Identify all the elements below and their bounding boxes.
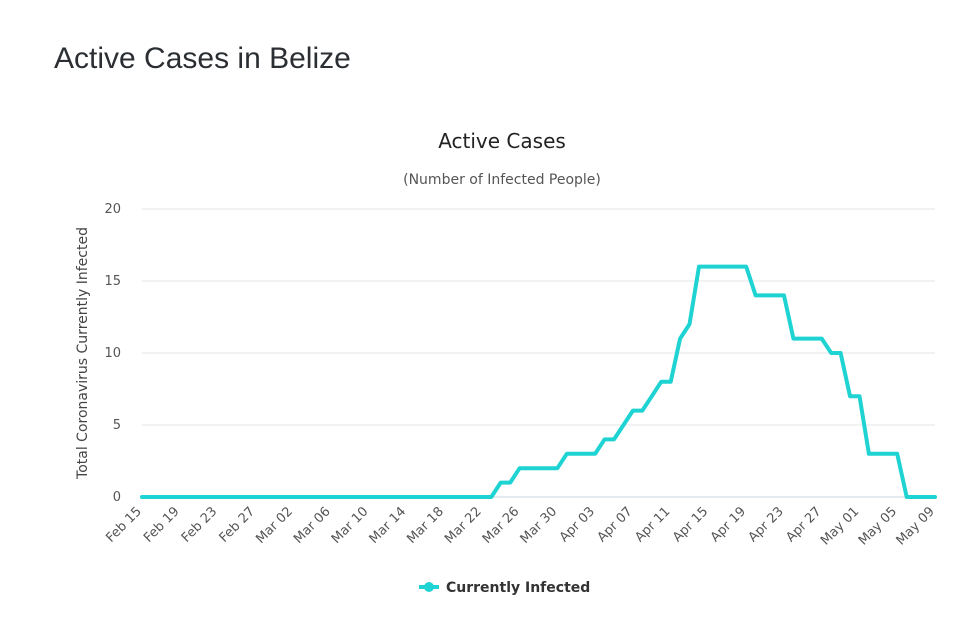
- data-point[interactable]: [574, 452, 578, 456]
- data-point[interactable]: [555, 466, 559, 470]
- x-tick-label: Apr 11: [632, 504, 673, 545]
- data-point[interactable]: [744, 265, 748, 269]
- data-point[interactable]: [536, 466, 541, 470]
- chart-title: Active Cases: [438, 129, 566, 153]
- data-point[interactable]: [905, 495, 909, 499]
- data-point[interactable]: [480, 495, 484, 499]
- chart-subtitle: (Number of Infected People): [403, 172, 601, 188]
- data-point[interactable]: [791, 337, 795, 341]
- data-point[interactable]: [923, 495, 928, 499]
- data-point[interactable]: [546, 466, 550, 470]
- legend-marker-icon: [424, 582, 434, 592]
- x-tick-label: Mar 26: [480, 504, 523, 547]
- y-tick-label: 15: [104, 274, 121, 289]
- series-layer: [140, 264, 937, 499]
- data-point[interactable]: [754, 293, 758, 297]
- data-point[interactable]: [489, 495, 493, 499]
- x-tick-label: Feb 23: [179, 504, 221, 546]
- data-point[interactable]: [914, 495, 918, 499]
- data-point[interactable]: [669, 380, 673, 384]
- data-point[interactable]: [678, 337, 682, 341]
- data-point[interactable]: [499, 481, 503, 485]
- data-point[interactable]: [716, 265, 720, 269]
- data-point[interactable]: [565, 452, 569, 456]
- data-point[interactable]: [782, 293, 786, 297]
- data-point[interactable]: [857, 394, 862, 398]
- x-tick-label: Apr 03: [557, 504, 598, 545]
- data-point[interactable]: [725, 265, 729, 269]
- x-tick-label: Mar 22: [442, 504, 485, 547]
- x-tick-label: May 01: [818, 504, 862, 548]
- data-point[interactable]: [140, 495, 144, 499]
- x-tick-label: Feb 27: [217, 504, 259, 546]
- data-point[interactable]: [933, 495, 937, 499]
- x-tick-label: Mar 06: [291, 504, 334, 547]
- data-point[interactable]: [640, 409, 644, 413]
- x-tick-label: Feb 19: [141, 504, 183, 546]
- data-point[interactable]: [650, 394, 654, 398]
- data-point[interactable]: [810, 337, 814, 341]
- y-axis-title: Total Coronavirus Currently Infected: [75, 227, 91, 480]
- data-point[interactable]: [612, 437, 616, 441]
- data-point[interactable]: [886, 452, 890, 456]
- data-point[interactable]: [584, 452, 588, 456]
- x-tick-label: Mar 10: [329, 504, 372, 547]
- data-point[interactable]: [593, 452, 597, 456]
- data-point[interactable]: [895, 452, 899, 456]
- x-tick-label: Apr 19: [708, 504, 749, 545]
- data-point[interactable]: [697, 265, 701, 269]
- legend-label: Currently Infected: [446, 580, 590, 596]
- series-line-currently-infected[interactable]: [140, 264, 937, 499]
- data-point[interactable]: [706, 265, 711, 269]
- y-tick-label: 20: [104, 202, 121, 217]
- x-tick-label: Mar 18: [404, 504, 447, 547]
- data-point[interactable]: [508, 481, 512, 485]
- y-tick-label: 5: [113, 418, 121, 433]
- data-point[interactable]: [876, 452, 880, 456]
- x-tick-label: Apr 23: [746, 504, 787, 545]
- gridlines: [142, 208, 935, 498]
- x-tick-label: May 05: [856, 504, 900, 548]
- data-point[interactable]: [621, 423, 626, 427]
- data-point[interactable]: [772, 293, 777, 297]
- x-tick-label: Mar 30: [518, 504, 561, 547]
- data-point[interactable]: [735, 265, 739, 269]
- data-point[interactable]: [527, 466, 531, 470]
- data-point[interactable]: [631, 409, 635, 413]
- data-point[interactable]: [820, 337, 824, 341]
- x-tick-label: May 09: [894, 504, 938, 548]
- data-point[interactable]: [763, 293, 767, 297]
- y-axis-ticks: 0 5 10 15 20: [104, 202, 121, 505]
- data-point[interactable]: [838, 351, 843, 355]
- data-point[interactable]: [518, 466, 522, 470]
- data-point[interactable]: [602, 437, 607, 441]
- y-tick-label: 10: [104, 346, 121, 361]
- data-point[interactable]: [867, 452, 871, 456]
- x-tick-label: Mar 14: [367, 504, 410, 547]
- data-point[interactable]: [801, 337, 805, 341]
- x-tick-label: Apr 15: [670, 504, 711, 545]
- page-title: Active Cases in Belize: [54, 42, 351, 75]
- data-point[interactable]: [687, 322, 692, 326]
- y-tick-label: 0: [113, 490, 121, 505]
- x-tick-label: Feb 15: [103, 504, 145, 546]
- x-tick-label: Apr 07: [595, 504, 636, 545]
- data-point[interactable]: [848, 394, 852, 398]
- data-point[interactable]: [829, 351, 833, 355]
- data-point[interactable]: [659, 380, 663, 384]
- legend[interactable]: Currently Infected: [419, 580, 590, 596]
- x-tick-label: Mar 02: [253, 504, 296, 547]
